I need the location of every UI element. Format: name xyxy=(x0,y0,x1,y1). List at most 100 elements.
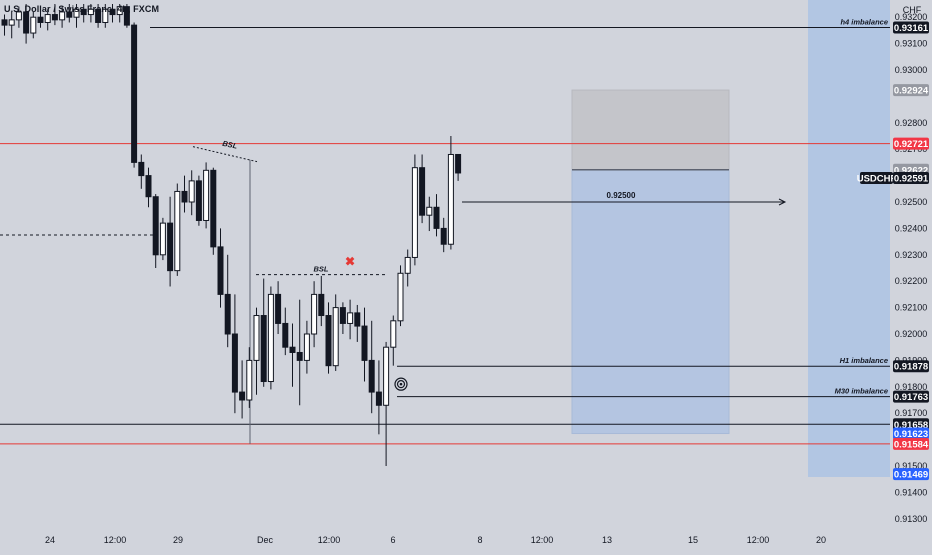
candle-body xyxy=(1,19,8,26)
time-tick: 29 xyxy=(173,535,183,545)
candle-body xyxy=(332,307,339,367)
candle-body xyxy=(303,333,310,361)
candle xyxy=(210,167,217,255)
price-tick: 0.91500 xyxy=(895,461,928,471)
time-tick: 20 xyxy=(816,535,826,545)
candle-body xyxy=(354,312,361,327)
symbol-tag-bg xyxy=(860,171,893,184)
time-tick: 12:00 xyxy=(318,535,341,545)
candle xyxy=(419,154,426,224)
price-tag: 0.92924 xyxy=(893,84,929,97)
price-tag-bg xyxy=(893,427,929,440)
candle-body xyxy=(116,6,123,16)
time-tick: 13 xyxy=(602,535,612,545)
candle-body xyxy=(159,222,166,256)
candle xyxy=(375,360,382,435)
candle-body xyxy=(51,14,58,21)
candle xyxy=(159,217,166,261)
candle-body xyxy=(447,153,454,245)
candle-body xyxy=(174,190,181,272)
price-tag: 0.92721 xyxy=(893,137,929,150)
target-price-label: 0.92500 xyxy=(607,191,636,200)
candle-body xyxy=(375,391,382,406)
candle-body xyxy=(282,322,289,348)
candle xyxy=(167,196,174,287)
candle-body xyxy=(224,293,231,335)
price-tag-text: 0.93161 xyxy=(894,23,929,34)
candle xyxy=(404,249,411,287)
candle-body xyxy=(383,346,390,406)
candle-body xyxy=(102,8,109,23)
symbol-tag-price-bg xyxy=(893,171,929,184)
symbol-legend: U.S. Dollar / Swiss Franc, 4h, FXCM xyxy=(4,4,160,14)
candle xyxy=(440,217,447,253)
price-tag-text: 0.91878 xyxy=(894,362,928,373)
candle xyxy=(145,167,152,208)
candle xyxy=(411,154,418,266)
price-tag-text: 0.91658 xyxy=(894,420,928,431)
candle-body xyxy=(318,293,325,317)
candle xyxy=(44,9,51,31)
candle-body xyxy=(37,16,44,23)
candle-body xyxy=(339,307,346,324)
price-tick: 0.91700 xyxy=(895,408,928,418)
candle xyxy=(339,302,346,334)
price-tick: 0.93200 xyxy=(895,12,928,22)
candle-body xyxy=(267,293,274,383)
candle xyxy=(224,254,231,348)
candle xyxy=(152,194,159,268)
candle-body xyxy=(390,320,397,348)
candle xyxy=(66,4,73,23)
candle xyxy=(332,294,339,371)
candle-body xyxy=(109,8,116,16)
candle-body xyxy=(411,167,418,258)
price-tick: 0.92100 xyxy=(895,303,928,313)
candle-body xyxy=(404,256,411,274)
price-tag-bg xyxy=(893,418,929,431)
price-tag: 0.91623 xyxy=(893,427,929,440)
price-tag-bg xyxy=(893,21,929,34)
price-tag-bg xyxy=(893,360,929,373)
candle xyxy=(311,281,318,348)
price-tag-text: 0.92924 xyxy=(894,86,929,97)
price-tag-bg xyxy=(893,468,929,481)
candle xyxy=(282,307,289,356)
price-tick: 0.93000 xyxy=(895,65,928,75)
time-tick: 24 xyxy=(45,535,55,545)
candle-body xyxy=(145,175,152,198)
candle xyxy=(455,153,462,181)
price-tag: 0.91584 xyxy=(893,437,929,450)
time-tick: 6 xyxy=(390,535,395,545)
candle xyxy=(59,6,66,28)
candle-body xyxy=(231,333,238,393)
candle-body xyxy=(260,315,267,383)
candle-body xyxy=(30,16,37,34)
candle xyxy=(260,278,267,387)
candle-body xyxy=(289,346,296,353)
price-tag-text: 0.92622 xyxy=(894,165,928,176)
candle xyxy=(116,4,123,23)
level-label: M30 imbalance xyxy=(835,387,888,396)
price-tag-bg xyxy=(893,137,929,150)
candle xyxy=(246,347,253,408)
candle xyxy=(203,162,210,229)
candle xyxy=(289,323,296,387)
candle xyxy=(397,265,404,327)
candle-body xyxy=(80,8,87,16)
candle xyxy=(195,175,202,226)
price-tag: 0.91469 xyxy=(893,468,929,481)
bsl-upper-label: BSL xyxy=(222,139,239,151)
entry-marker xyxy=(394,377,408,391)
invalid-cross: ✖ xyxy=(345,255,355,269)
price-tick: 0.92300 xyxy=(895,250,928,260)
candle xyxy=(390,315,397,366)
candle-body xyxy=(138,161,145,177)
candle xyxy=(123,4,130,28)
candle xyxy=(51,4,58,26)
candle-body xyxy=(239,391,246,401)
candle-body xyxy=(361,325,368,361)
candle xyxy=(239,360,246,419)
